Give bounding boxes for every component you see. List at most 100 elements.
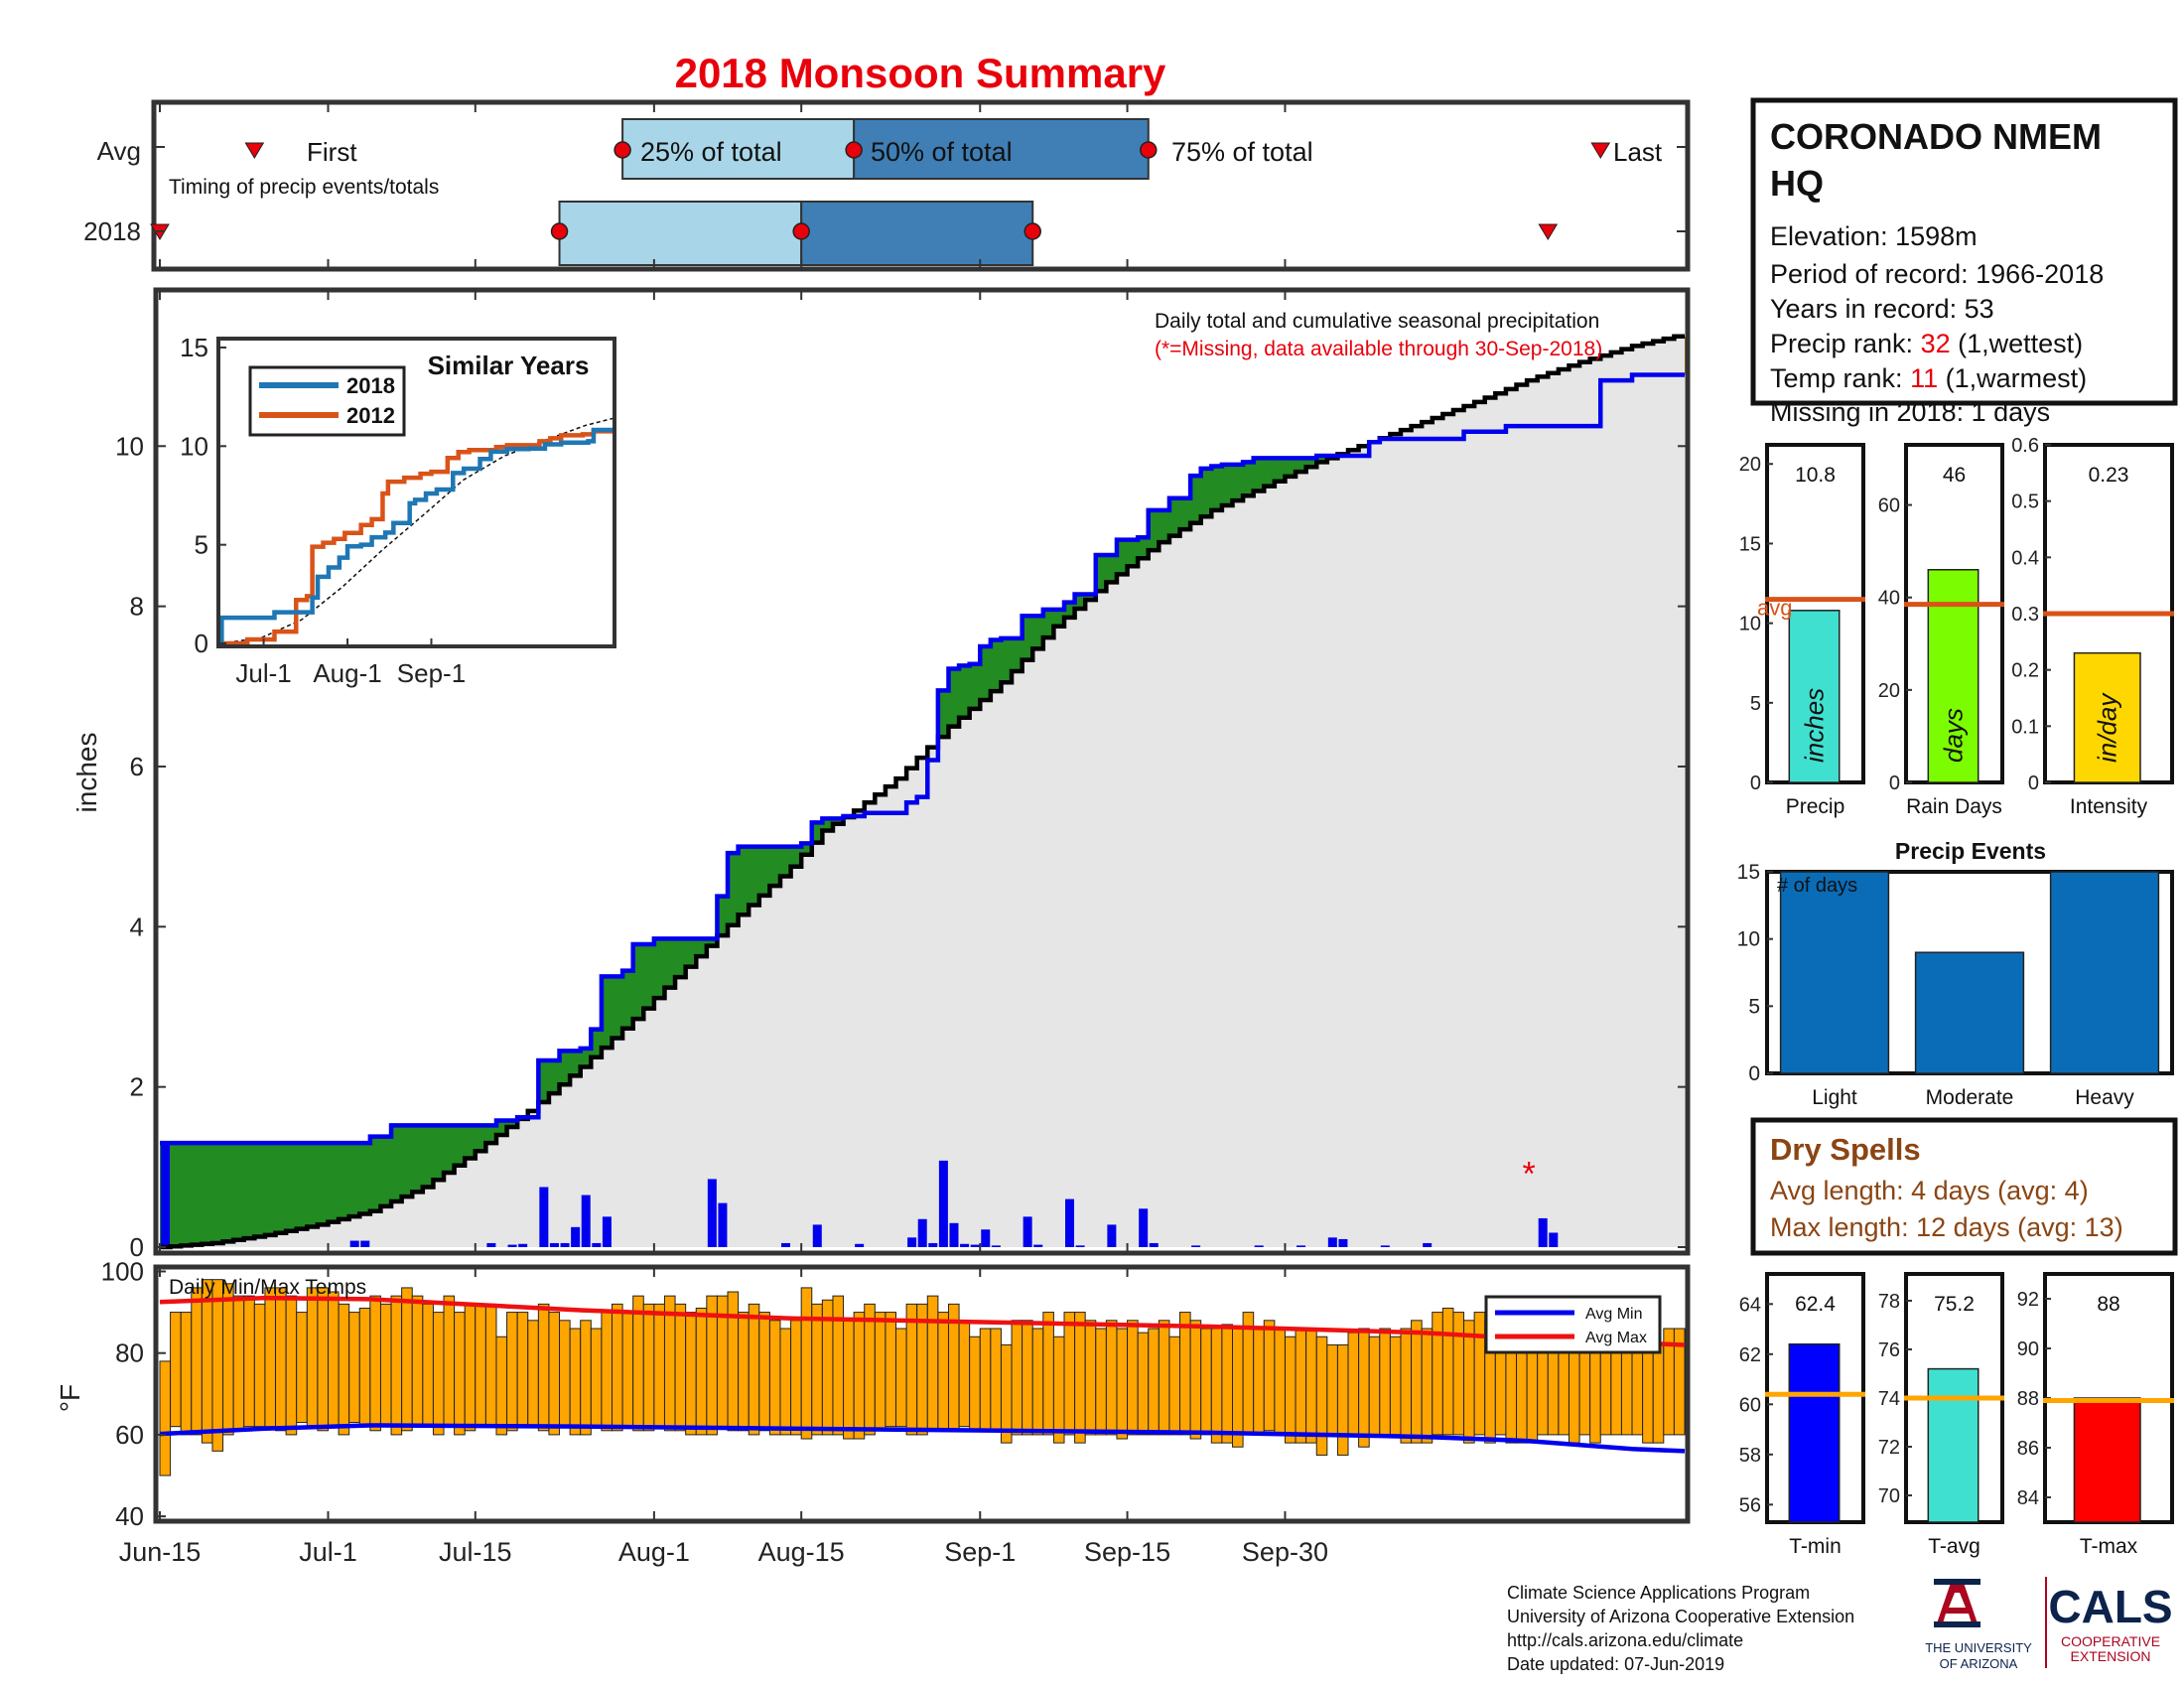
daily-temp-range-bar — [516, 1312, 529, 1428]
daily-temp-range-bar — [1441, 1307, 1454, 1436]
inset-x-tick-label: Aug-1 — [313, 658, 381, 688]
daily-precip-bar — [1033, 1244, 1043, 1247]
similar-years-inset: 0 5 10 15 Jul-1 Aug-1 Sep-1 Similar Years 2018… — [180, 333, 616, 688]
daily-temp-range-bar — [348, 1312, 360, 1424]
tmax-stat-y-tick-label: 90 — [2017, 1338, 2039, 1360]
daily-temp-range-bar — [285, 1295, 298, 1436]
precip-difference-area — [307, 1143, 319, 1227]
inset-x-tick-label: Sep-1 — [397, 658, 466, 688]
main-y-axis-label: inches — [71, 733, 102, 813]
precip-difference-area — [1106, 554, 1118, 583]
daily-temp-range-bar — [632, 1295, 644, 1432]
daily-temp-range-bar — [1105, 1320, 1118, 1436]
precip-difference-area — [348, 1143, 360, 1217]
precip-difference-area — [211, 1143, 224, 1243]
precip-difference-area — [275, 1143, 287, 1233]
daily-temp-range-bar — [874, 1312, 887, 1432]
x-tick-label: Aug-15 — [758, 1537, 845, 1567]
precip-difference-area — [1274, 458, 1287, 482]
daily-precip-bar — [780, 1242, 790, 1247]
temp-chart-title: Daily Min/Max Temps — [169, 1276, 366, 1299]
precip-difference-area — [1253, 458, 1265, 492]
daily-precip-bar — [349, 1240, 359, 1247]
daily-precip-bar — [970, 1244, 980, 1247]
precip-difference-area — [485, 1125, 497, 1144]
daily-temp-range-bar — [1326, 1343, 1338, 1436]
precip-difference-area — [1211, 466, 1223, 510]
precip-stat-y-tick-label: 10 — [1739, 614, 1761, 635]
daily-temp-range-bar — [832, 1295, 845, 1436]
intensity-stat-value-label: 0.23 — [2089, 464, 2129, 487]
timing-box-25-50 — [558, 201, 803, 266]
precip-difference-area — [202, 1143, 213, 1244]
daily-precip-bar — [1538, 1217, 1548, 1247]
precip-difference-area — [822, 818, 834, 831]
dry-spells-avg: Avg length: 4 days (avg: 4) — [1770, 1176, 2089, 1205]
precip-difference-area — [664, 938, 676, 988]
timing-percentile-marker — [550, 222, 569, 240]
daily-temp-range-bar — [454, 1312, 466, 1436]
daily-temp-range-bar — [1042, 1312, 1054, 1436]
precip-stat-unit: inches — [1800, 688, 1830, 763]
timing-first-last-marker — [244, 142, 265, 159]
precip-difference-area — [811, 822, 823, 843]
daily-temp-range-bar — [1179, 1312, 1191, 1436]
precip-difference-area — [422, 1125, 435, 1188]
main-y-tick-label: 10 — [115, 431, 144, 461]
daily-temp-range-bar — [232, 1295, 245, 1432]
daily-temp-range-bar — [527, 1320, 539, 1428]
tmin-stat-y-tick-label: 56 — [1739, 1494, 1761, 1516]
daily-temp-range-bar — [790, 1320, 802, 1436]
precip-difference-area — [779, 846, 792, 877]
daily-precip-bar — [539, 1187, 549, 1247]
timing-last-label: Last — [1613, 137, 1663, 167]
inset-title: Similar Years — [428, 351, 590, 380]
daily-temp-range-bar — [475, 1303, 486, 1428]
cals-logo: CALS COOPERATIVE EXTENSION — [2048, 1581, 2172, 1664]
precip-difference-area — [1042, 609, 1055, 638]
main-y-tick-label: 6 — [130, 752, 144, 781]
precip-difference-area — [1148, 509, 1160, 551]
daily-precip-bar — [571, 1226, 581, 1247]
daily-temp-range-bar — [264, 1287, 277, 1428]
precip-rank-value: 32 — [1921, 329, 1951, 358]
daily-temp-range-bar — [1274, 1328, 1286, 1436]
temp-rank-suffix: (1,warmest) — [1938, 363, 2087, 393]
inset-x-tick-label: Jul-1 — [235, 658, 291, 688]
precip-difference-area — [1053, 609, 1065, 627]
precip-stat-y-tick-label: 20 — [1739, 454, 1761, 476]
daily-temp-range-bar — [853, 1312, 866, 1440]
timing-first-label: First — [307, 137, 357, 167]
daily-temp-range-bar — [601, 1312, 614, 1432]
daily-temp-range-bar — [738, 1312, 750, 1432]
daily-temp-range-bar — [159, 1360, 172, 1477]
daily-temp-range-bar — [990, 1328, 1002, 1432]
events-y-tick-label: 5 — [1748, 995, 1760, 1018]
daily-temp-range-bar — [905, 1303, 918, 1436]
daily-precip-bar — [938, 1160, 948, 1247]
timing-label-avg: Avg — [97, 136, 141, 166]
daily-temp-range-bar — [1295, 1328, 1307, 1444]
precip-difference-area — [1012, 637, 1024, 671]
daily-precip-bar — [812, 1224, 822, 1247]
rain-days-stat-category-label: Rain Days — [1906, 795, 2002, 818]
daily-temp-range-bar — [1432, 1312, 1443, 1436]
timing-caption: Timing of precip events/totals — [169, 176, 439, 199]
daily-temp-range-bar — [201, 1279, 213, 1444]
daily-temp-range-bar — [211, 1279, 224, 1452]
station-elevation: Elevation: 1598m — [1770, 221, 1978, 251]
tmax-stat-y-tick-label: 86 — [2017, 1438, 2039, 1460]
page-title: 2018 Monsoon Summary — [675, 50, 1166, 96]
inset-legend-2018-label: 2018 — [346, 373, 395, 398]
daily-precip-bar — [855, 1243, 865, 1247]
daily-temp-range-bar — [1000, 1343, 1013, 1444]
daily-temp-range-bar — [1158, 1320, 1170, 1436]
intensity-stat-category-label: Intensity — [2070, 795, 2148, 818]
daily-temp-range-bar — [559, 1320, 571, 1428]
daily-precip-bar — [1107, 1224, 1117, 1247]
daily-temp-range-bar — [537, 1303, 550, 1432]
precip-difference-area — [622, 970, 634, 1029]
tavg-stat-category-label: T-avg — [1928, 1535, 1980, 1558]
temperature-chart: 40 60 80 100 Daily Min/Max Temps °F Avg Min… — [55, 1256, 1691, 1531]
timing-box-50-75 — [800, 201, 1034, 266]
